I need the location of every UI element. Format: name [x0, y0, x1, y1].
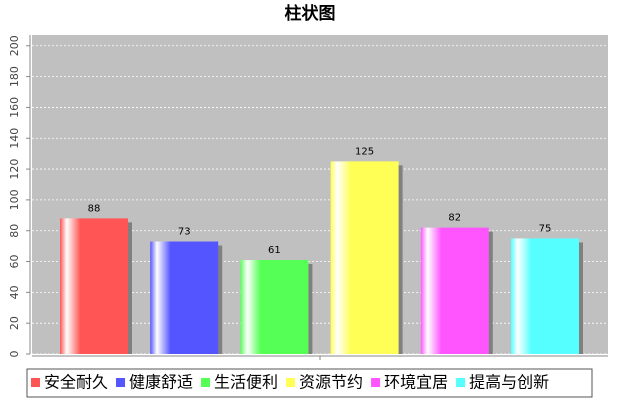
legend-swatch — [456, 378, 466, 387]
y-tick-label: 60 — [8, 255, 21, 269]
y-tick-label: 160 — [8, 97, 21, 118]
value-label: 73 — [178, 227, 191, 238]
legend-label: 环境宜居 — [384, 373, 448, 392]
y-tick-label: 40 — [8, 285, 21, 299]
legend-label: 生活便利 — [214, 373, 278, 392]
bar — [150, 241, 219, 354]
y-tick-label: 80 — [8, 224, 21, 238]
y-tick-label: 140 — [8, 128, 21, 149]
legend-swatch — [116, 378, 126, 387]
y-tick-label: 120 — [8, 159, 21, 180]
bar — [60, 218, 128, 354]
value-label: 125 — [355, 146, 374, 157]
legend-label: 健康舒适 — [129, 373, 193, 392]
y-tick-label: 0 — [8, 351, 21, 358]
value-label: 61 — [268, 245, 281, 256]
legend-swatch — [31, 378, 40, 387]
bar — [420, 227, 489, 354]
legend-swatch — [286, 378, 296, 387]
legend-label: 安全耐久 — [44, 373, 108, 392]
y-tick-label: 180 — [8, 66, 21, 87]
chart-title: 柱状图 — [285, 3, 336, 24]
y-tick-label: 20 — [8, 316, 21, 330]
value-label: 88 — [88, 203, 101, 214]
bar — [330, 161, 399, 354]
value-label: 75 — [539, 223, 552, 234]
value-label: 82 — [448, 213, 461, 224]
y-tick-label: 100 — [8, 189, 21, 210]
y-tick-label: 200 — [8, 35, 21, 56]
legend-swatch — [201, 378, 211, 387]
legend-swatch — [371, 378, 381, 387]
legend-label: 提高与创新 — [469, 373, 549, 392]
bar — [511, 238, 579, 354]
legend-label: 资源节约 — [299, 373, 363, 392]
bar — [240, 259, 309, 354]
